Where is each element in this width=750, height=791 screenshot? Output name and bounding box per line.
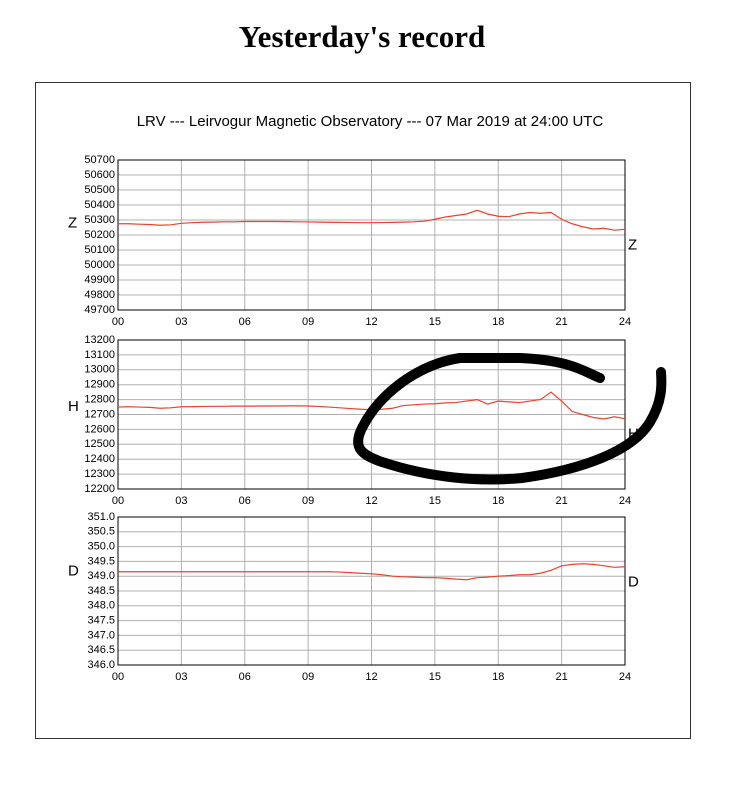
data-line <box>118 209 626 231</box>
y-tick-label: 12300 <box>84 468 115 480</box>
x-tick-label: 09 <box>302 495 314 507</box>
y-tick-label: 49700 <box>84 304 115 316</box>
series-end-label: Z <box>628 236 637 253</box>
y-tick-label: 50300 <box>84 214 115 226</box>
y-tick-label: 13000 <box>84 364 115 376</box>
x-tick-label: 00 <box>112 671 124 683</box>
x-tick-label: 15 <box>429 316 441 328</box>
y-tick-label: 49800 <box>84 289 115 301</box>
x-tick-label: 18 <box>492 495 504 507</box>
data-line <box>118 563 626 581</box>
y-tick-label: 50700 <box>84 154 115 166</box>
y-tick-label: 12900 <box>84 379 115 391</box>
x-tick-label: 09 <box>302 671 314 683</box>
y-tick-label: 350.0 <box>87 541 115 553</box>
x-tick-label: 03 <box>175 671 187 683</box>
axes-frame <box>117 339 626 490</box>
x-tick-label: 12 <box>365 316 377 328</box>
x-tick-label: 24 <box>619 495 631 507</box>
y-tick-label: 12700 <box>84 408 115 420</box>
x-tick-label: 00 <box>112 495 124 507</box>
y-tick-label: 12800 <box>84 394 115 406</box>
figure-title: LRV --- Leirvogur Magnetic Observatory -… <box>137 113 604 130</box>
y-tick-label: 50000 <box>84 259 115 271</box>
y-tick-label: 348.5 <box>87 585 115 597</box>
y-tick-label: 50500 <box>84 184 115 196</box>
y-tick-label: 12500 <box>84 438 115 450</box>
x-tick-label: 06 <box>239 495 251 507</box>
y-tick-label: 348.0 <box>87 600 115 612</box>
y-axis-label: D <box>68 563 79 580</box>
y-tick-label: 49900 <box>84 274 115 286</box>
y-tick-label: 12600 <box>84 423 115 435</box>
x-tick-label: 03 <box>175 316 187 328</box>
y-tick-label: 349.5 <box>87 555 115 567</box>
y-tick-label: 50600 <box>84 169 115 181</box>
y-tick-label: 50200 <box>84 229 115 241</box>
x-tick-label: 12 <box>365 495 377 507</box>
x-tick-label: 24 <box>619 316 631 328</box>
x-tick-label: 21 <box>556 495 568 507</box>
y-tick-label: 346.5 <box>87 644 115 656</box>
y-tick-label: 50400 <box>84 199 115 211</box>
y-tick-label: 13200 <box>84 334 115 346</box>
axes-frame <box>117 159 626 311</box>
x-tick-label: 15 <box>429 671 441 683</box>
x-tick-label: 21 <box>556 316 568 328</box>
y-tick-label: 351.0 <box>87 511 115 523</box>
x-tick-label: 12 <box>365 671 377 683</box>
y-tick-label: 346.0 <box>87 659 115 671</box>
x-tick-label: 09 <box>302 316 314 328</box>
axes-frame <box>117 516 626 666</box>
x-tick-label: 18 <box>492 671 504 683</box>
y-axis-label: H <box>68 398 79 415</box>
x-tick-label: 21 <box>556 671 568 683</box>
y-tick-label: 349.0 <box>87 570 115 582</box>
x-tick-label: 24 <box>619 671 631 683</box>
hand-drawn-annotation <box>353 353 667 485</box>
y-axis-label: Z <box>68 215 77 232</box>
y-tick-label: 347.0 <box>87 629 115 641</box>
figure-frame <box>35 82 691 739</box>
y-tick-label: 350.5 <box>87 526 115 538</box>
x-tick-label: 06 <box>239 316 251 328</box>
x-tick-label: 18 <box>492 316 504 328</box>
x-tick-label: 15 <box>429 495 441 507</box>
x-tick-label: 06 <box>239 671 251 683</box>
x-tick-label: 03 <box>175 495 187 507</box>
series-end-label: D <box>628 574 639 591</box>
plots: 00 03 06 09 12 15 18 21 24 49700 49800 49900 50000 50… <box>68 154 639 683</box>
x-tick-label: 00 <box>112 316 124 328</box>
y-tick-label: 12400 <box>84 453 115 465</box>
y-tick-label: 347.5 <box>87 615 115 627</box>
page-title: Yesterday's record <box>239 19 486 54</box>
y-tick-label: 50100 <box>84 244 115 256</box>
y-tick-label: 12200 <box>84 483 115 495</box>
y-tick-label: 13100 <box>84 349 115 361</box>
